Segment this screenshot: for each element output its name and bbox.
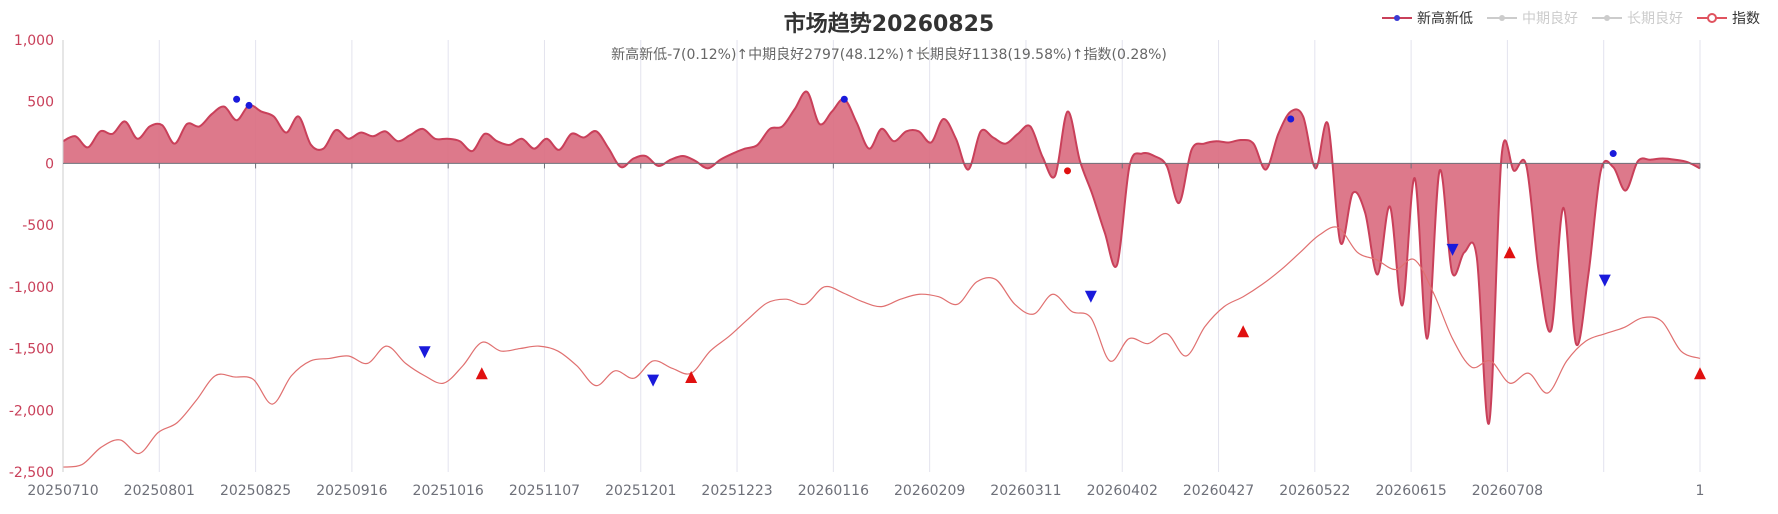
x-tick-label: 20251107 xyxy=(509,483,580,499)
sell-signal-triangle xyxy=(1446,243,1459,256)
new-high-low-line xyxy=(62,90,1701,425)
legend-item-new-high-low[interactable]: 新高新低 xyxy=(1382,8,1473,28)
sell-signal-triangle xyxy=(1598,274,1611,287)
x-tick-label: 20260311 xyxy=(990,483,1061,499)
signal-dot xyxy=(1609,150,1617,158)
legend-line-icon xyxy=(1382,15,1412,21)
x-tick-label: 20251223 xyxy=(701,483,772,499)
legend-line-icon xyxy=(1697,13,1727,23)
x-tick-label: 20260402 xyxy=(1087,483,1158,499)
x-tick-label: 20250825 xyxy=(220,483,291,499)
legend-label: 中期良好 xyxy=(1522,11,1578,27)
sell-signal-triangle xyxy=(418,346,431,359)
buy-signal-triangle xyxy=(1694,367,1706,380)
x-tick-label: 1 xyxy=(1696,483,1705,499)
x-tick-label: 20260116 xyxy=(798,483,869,499)
legend-item-index[interactable]: 指数 xyxy=(1697,8,1760,28)
chart-title: 市场趋势20260825 xyxy=(783,12,995,37)
x-tick-label: 20260522 xyxy=(1279,483,1350,499)
signal-dot xyxy=(233,95,241,103)
buy-signal-triangle xyxy=(685,370,698,383)
signal-dot xyxy=(840,95,848,103)
y-tick-label: -2,000 xyxy=(9,403,54,419)
x-tick-label: 20260708 xyxy=(1472,483,1543,499)
buy-signal-triangle xyxy=(1503,246,1516,259)
y-tick-label: 0 xyxy=(45,156,54,172)
legend-label: 长期良好 xyxy=(1627,11,1683,27)
y-tick-label: -2,500 xyxy=(9,465,54,481)
x-tick-label: 20250710 xyxy=(27,483,98,499)
y-tick-label: -500 xyxy=(22,218,54,234)
x-tick-label: 20260427 xyxy=(1183,483,1254,499)
x-tick-label: 20251016 xyxy=(413,483,484,499)
chart-subtitle: 新高新低-7(0.12%)↑中期良好2797(48.12%)↑长期良好1138(… xyxy=(611,47,1167,63)
legend-item-mid-term[interactable]: 中期良好 xyxy=(1487,8,1578,28)
x-tick-label: 20250801 xyxy=(124,483,195,499)
x-tick-label: 20251201 xyxy=(605,483,676,499)
buy-signal-triangle xyxy=(1237,325,1250,338)
signal-dot xyxy=(1287,115,1295,123)
buy-signal-triangle xyxy=(475,367,488,380)
signal-markers xyxy=(233,95,1706,387)
chart-legend: 新高新低 中期良好 长期良好 指数 xyxy=(1382,8,1760,28)
axes: 20250710 20250801 20250825 20250916 20251016… xyxy=(9,33,1705,499)
signal-dot xyxy=(245,101,253,109)
legend-label: 新高新低 xyxy=(1417,11,1473,27)
y-tick-label: 500 xyxy=(27,95,54,111)
y-tick-label: -1,500 xyxy=(9,342,54,358)
sell-signal-triangle xyxy=(647,374,660,387)
sell-signal-triangle xyxy=(1084,290,1097,303)
y-tick-label: -1,000 xyxy=(9,280,54,296)
index-line-path xyxy=(62,226,1701,468)
legend-item-long-term[interactable]: 长期良好 xyxy=(1592,8,1683,28)
legend-label: 指数 xyxy=(1732,11,1760,27)
new-high-low-area xyxy=(62,90,1701,425)
x-tick-label: 20260615 xyxy=(1375,483,1446,499)
new-high-low-fill xyxy=(63,91,1700,424)
y-tick-label: 1,000 xyxy=(14,33,54,49)
x-tick-label: 20260209 xyxy=(894,483,965,499)
signal-dot xyxy=(1064,167,1072,175)
legend-line-icon xyxy=(1487,15,1517,21)
x-tick-label: 20250916 xyxy=(316,483,387,499)
index-line xyxy=(62,226,1701,468)
legend-line-icon xyxy=(1592,15,1622,21)
grid-lines xyxy=(62,40,1701,472)
